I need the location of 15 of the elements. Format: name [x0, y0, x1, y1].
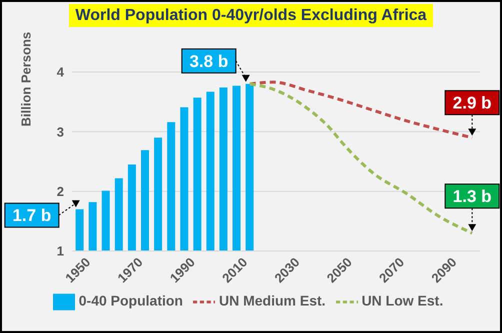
- y-tick-label: 2: [56, 184, 64, 199]
- y-tick-label: 4: [56, 64, 65, 80]
- line-series: [248, 80, 474, 140]
- annotation: 2.9 b: [452, 94, 492, 113]
- annotation: 1.3 b: [452, 187, 492, 206]
- annotation: 1.7 b: [12, 206, 52, 226]
- chart-title: World Population 0-40yr/olds Excluding Africa: [69, 4, 433, 27]
- legend-label: UN Medium Est.: [218, 292, 326, 309]
- annotation: 3.8 b: [189, 52, 228, 71]
- legend-label: UN Low Est.: [362, 292, 444, 309]
- y-tick-label: 3: [56, 124, 64, 140]
- line-series: [248, 82, 474, 235]
- y-axis-title: Billion Persons: [18, 32, 34, 126]
- y-tick-label: 1: [56, 244, 64, 259]
- legend-label: 0-40 Population: [78, 292, 183, 309]
